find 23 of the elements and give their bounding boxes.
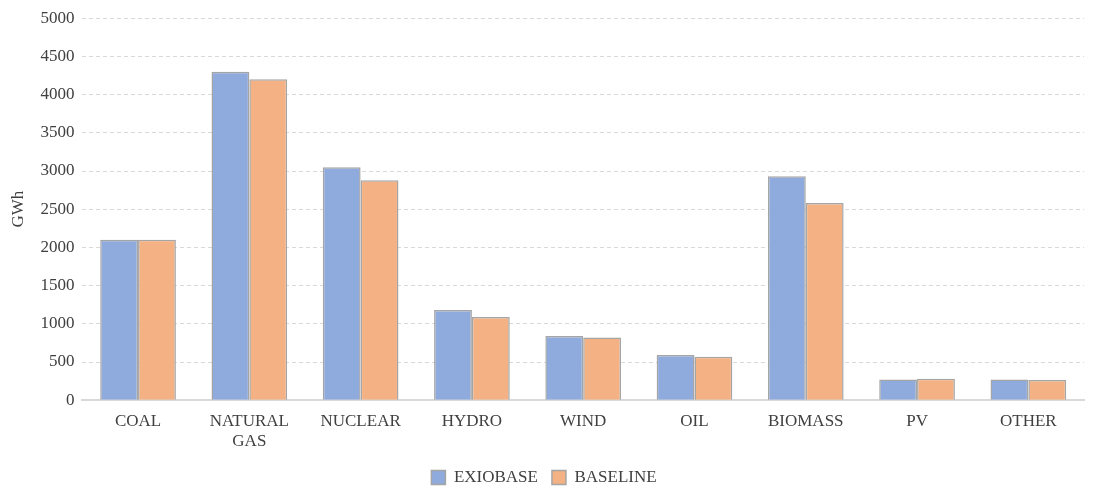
legend-label: BASELINE: [574, 466, 657, 486]
x-tick-label: OIL: [680, 410, 709, 430]
x-tick-label: HYDRO: [441, 410, 503, 430]
y-tick-label: 1000: [40, 313, 75, 333]
x-tick-label: WIND: [560, 410, 607, 430]
y-tick-label: 2000: [40, 236, 75, 256]
x-tick-label: COAL: [114, 410, 162, 430]
legend-label: EXIOBASE: [453, 466, 538, 486]
y-tick-label: 5000: [40, 7, 75, 27]
y-tick-label: 4500: [40, 45, 75, 65]
y-tick-label: 2500: [40, 198, 75, 218]
y-tick-label: 1500: [40, 275, 75, 295]
y-tick-label: 0: [65, 389, 75, 409]
y-axis-title: GWh: [7, 190, 27, 228]
x-tick-label: PV: [906, 410, 929, 430]
y-tick-label: 500: [48, 351, 75, 371]
x-tick-label: NATURAL GAS: [209, 410, 290, 451]
x-tick-label: NUCLEAR: [320, 410, 402, 430]
y-tick-label: 3500: [40, 122, 75, 142]
y-tick-label: 3000: [40, 160, 75, 180]
x-tick-label: BIOMASS: [767, 410, 844, 430]
y-tick-label: 4000: [40, 84, 75, 104]
x-tick-label: OTHER: [1000, 410, 1058, 430]
